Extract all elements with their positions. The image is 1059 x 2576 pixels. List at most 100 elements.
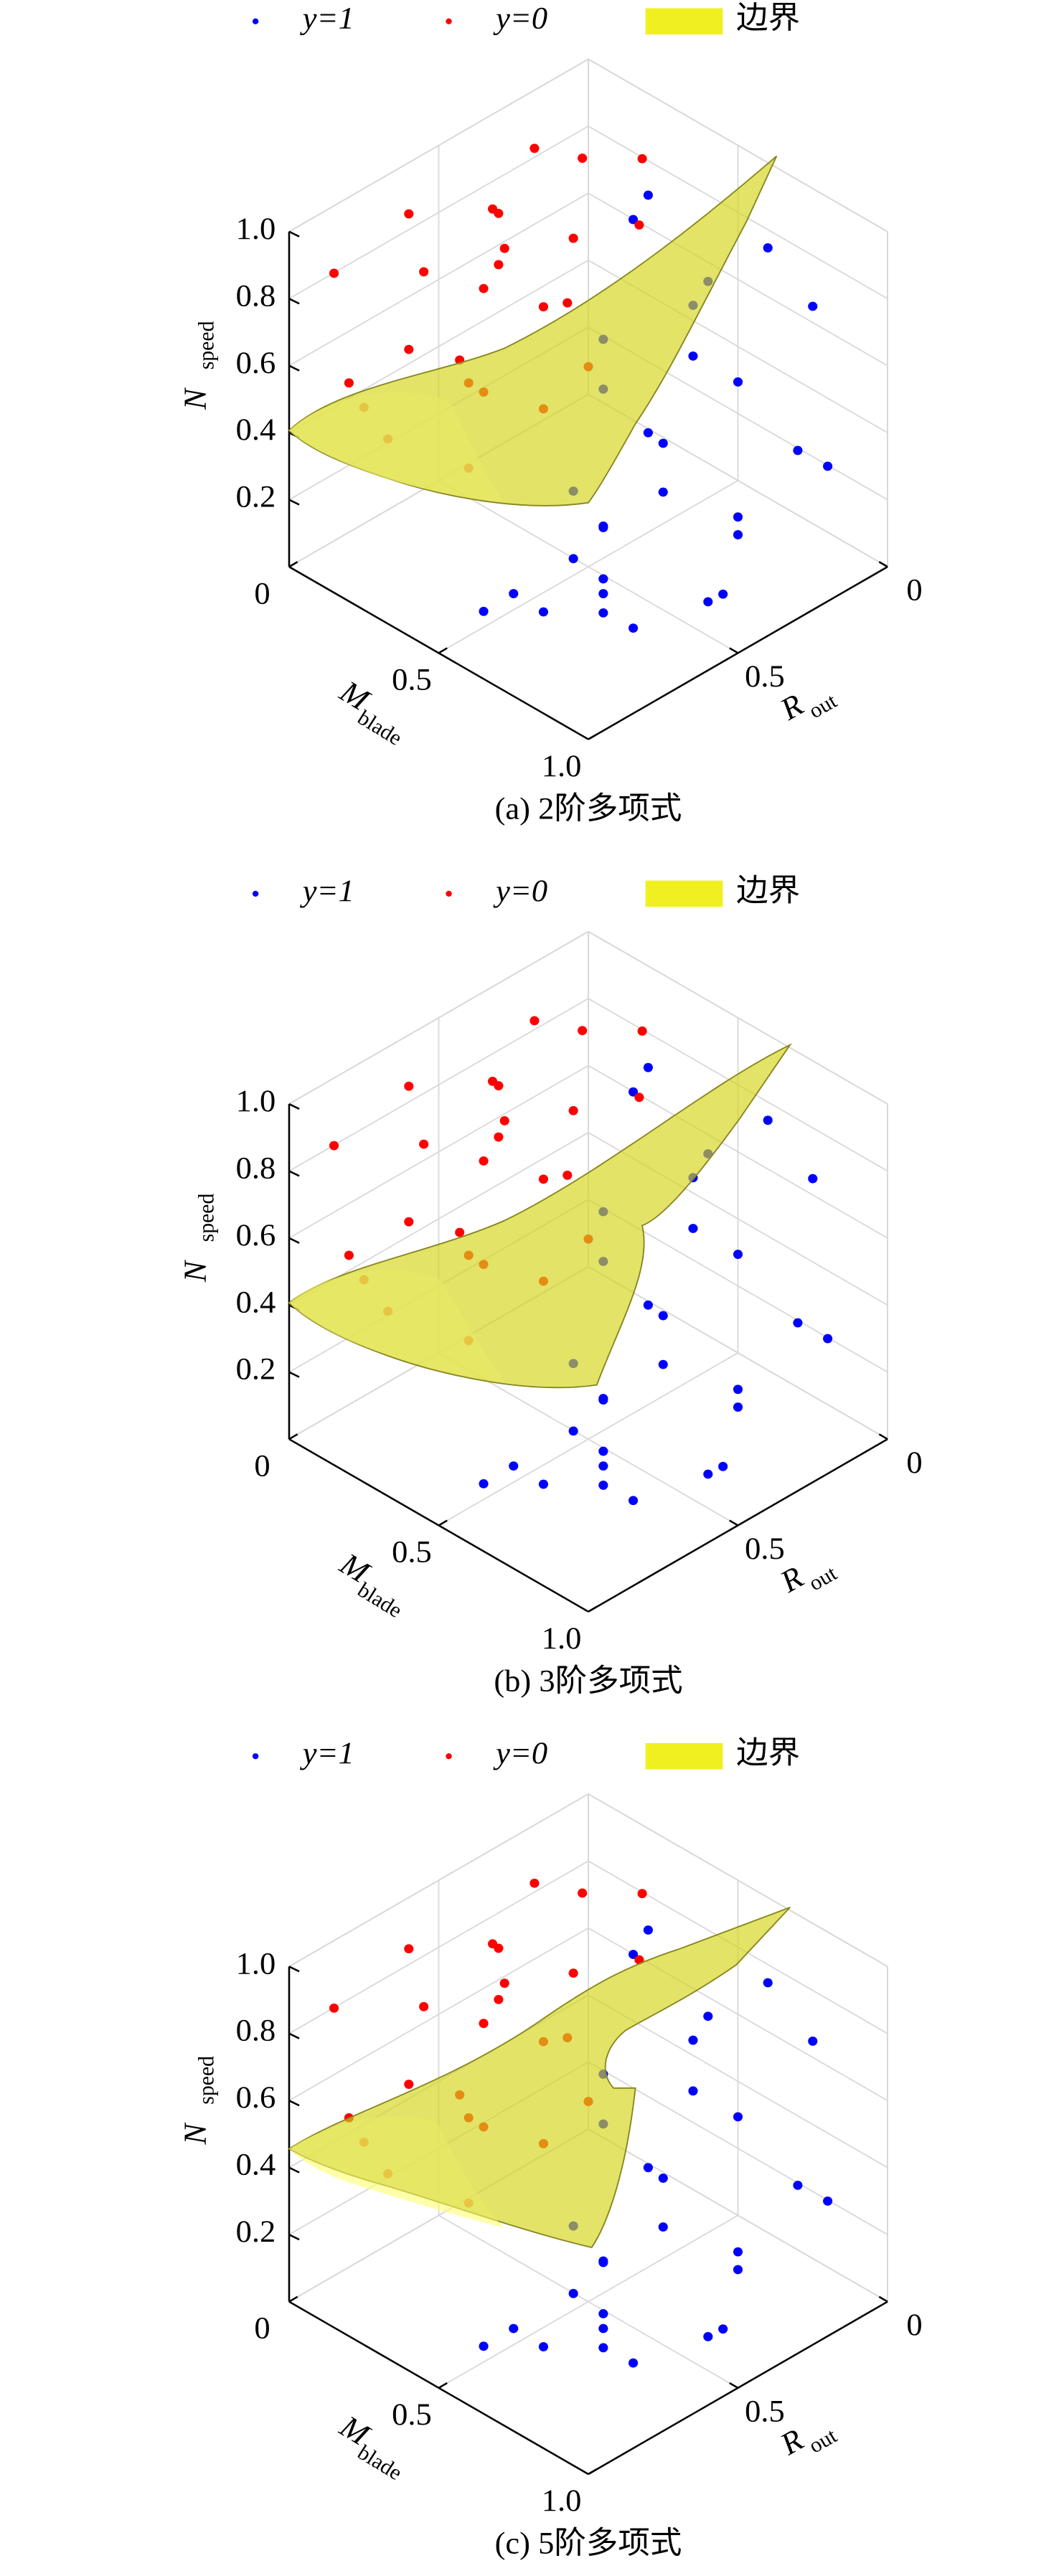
data-point (487, 1076, 498, 1086)
data-point (793, 2180, 803, 2190)
z-tick (288, 1103, 300, 1110)
data-point (733, 530, 743, 539)
data-point (568, 554, 578, 564)
z-label-sub: speed (194, 1194, 218, 1242)
y-label: R (774, 1560, 809, 1600)
x-tick (438, 647, 448, 654)
data-point (598, 2257, 608, 2268)
z-tick (288, 230, 300, 237)
grid-line (588, 1265, 888, 1440)
x-tick-label: 0 (254, 1448, 270, 1483)
data-point (718, 2324, 728, 2334)
data-point (404, 344, 414, 354)
data-point (499, 1978, 509, 1988)
data-point (808, 1174, 818, 1184)
data-point (823, 461, 833, 471)
boundary-shade (288, 156, 777, 506)
data-point (344, 1250, 354, 1260)
y-tick-label: 0 (906, 2308, 922, 2342)
y-label-sub: out (804, 689, 841, 723)
data-point (628, 1087, 639, 1097)
boundary-shade (288, 1044, 791, 1388)
y-tick-label: 0.5 (745, 2394, 785, 2428)
z-tick (288, 298, 300, 305)
z-tick (288, 2100, 300, 2107)
x-tick (588, 2468, 598, 2476)
data-point (703, 2011, 713, 2021)
caption: (b) 3阶多项式 (494, 1664, 682, 1698)
z-tick (288, 1966, 300, 1973)
data-point (658, 438, 668, 448)
y-tick-label: 0.5 (745, 659, 785, 693)
caption: (c) 5阶多项式 (495, 2526, 682, 2560)
data-point (578, 1026, 588, 1036)
z-tick (288, 2032, 300, 2039)
data-point (823, 2196, 833, 2206)
data-point (634, 1093, 644, 1103)
data-point (538, 2341, 549, 2351)
x-tick-label: 0 (254, 2311, 270, 2345)
data-point (538, 607, 549, 617)
y-tick-label: 0.5 (745, 1531, 785, 1565)
z-label-sub: speed (194, 2056, 218, 2105)
data-point (538, 1479, 549, 1489)
z-tick-label: 0.4 (236, 2147, 276, 2181)
data-point (404, 1944, 414, 1954)
data-point (494, 260, 504, 270)
legend-label: 边界 (736, 873, 800, 907)
z-tick-label: 1.0 (236, 211, 276, 245)
data-point (637, 154, 647, 164)
z-label: N (177, 1259, 213, 1283)
z-tick-label: 0.6 (236, 1217, 276, 1252)
legend-label: y=0 (493, 1736, 547, 1770)
z-tick (288, 499, 300, 506)
data-point (808, 301, 818, 311)
data-point (643, 1062, 653, 1072)
grid-line (588, 2128, 888, 2303)
data-point (733, 2112, 743, 2122)
data-point (479, 606, 489, 616)
data-point (688, 2086, 698, 2096)
data-point (494, 1994, 504, 2004)
z-tick-label: 0.8 (236, 1151, 276, 1185)
legend-label: 边界 (736, 1736, 800, 1770)
grid-line (588, 393, 888, 567)
data-point (703, 2331, 713, 2341)
y-tick (729, 2382, 739, 2389)
legend-label: 边界 (736, 1, 800, 35)
x-tick-label: 0.5 (392, 2397, 432, 2431)
z-tick (288, 364, 300, 372)
data-point (568, 1105, 578, 1115)
grid-line (438, 480, 738, 654)
data-point (598, 1481, 608, 1490)
data-point (479, 283, 489, 293)
data-point (733, 1384, 743, 1395)
data-point (643, 428, 653, 438)
data-point (344, 378, 354, 388)
y-tick (729, 647, 739, 654)
data-point (643, 2163, 653, 2173)
data-point (404, 1217, 414, 1227)
y-tick (878, 1433, 888, 1440)
data-point (658, 2174, 668, 2183)
data-point (568, 233, 578, 243)
x-tick-label: 1.0 (542, 1620, 582, 1655)
legend-marker (446, 1753, 452, 1760)
data-point (530, 1878, 540, 1888)
data-point (643, 1300, 653, 1310)
y-label-sub: out (804, 2423, 841, 2458)
z-tick (288, 2233, 300, 2241)
data-point (658, 487, 668, 497)
data-point (628, 1950, 639, 1959)
data-point (688, 1224, 698, 1233)
z-label: N (177, 2122, 213, 2146)
data-point (598, 2323, 608, 2334)
z-tick (288, 1170, 300, 1177)
data-point (568, 1968, 578, 1978)
data-point (628, 623, 639, 633)
x-label-sub: blade (353, 2440, 406, 2485)
